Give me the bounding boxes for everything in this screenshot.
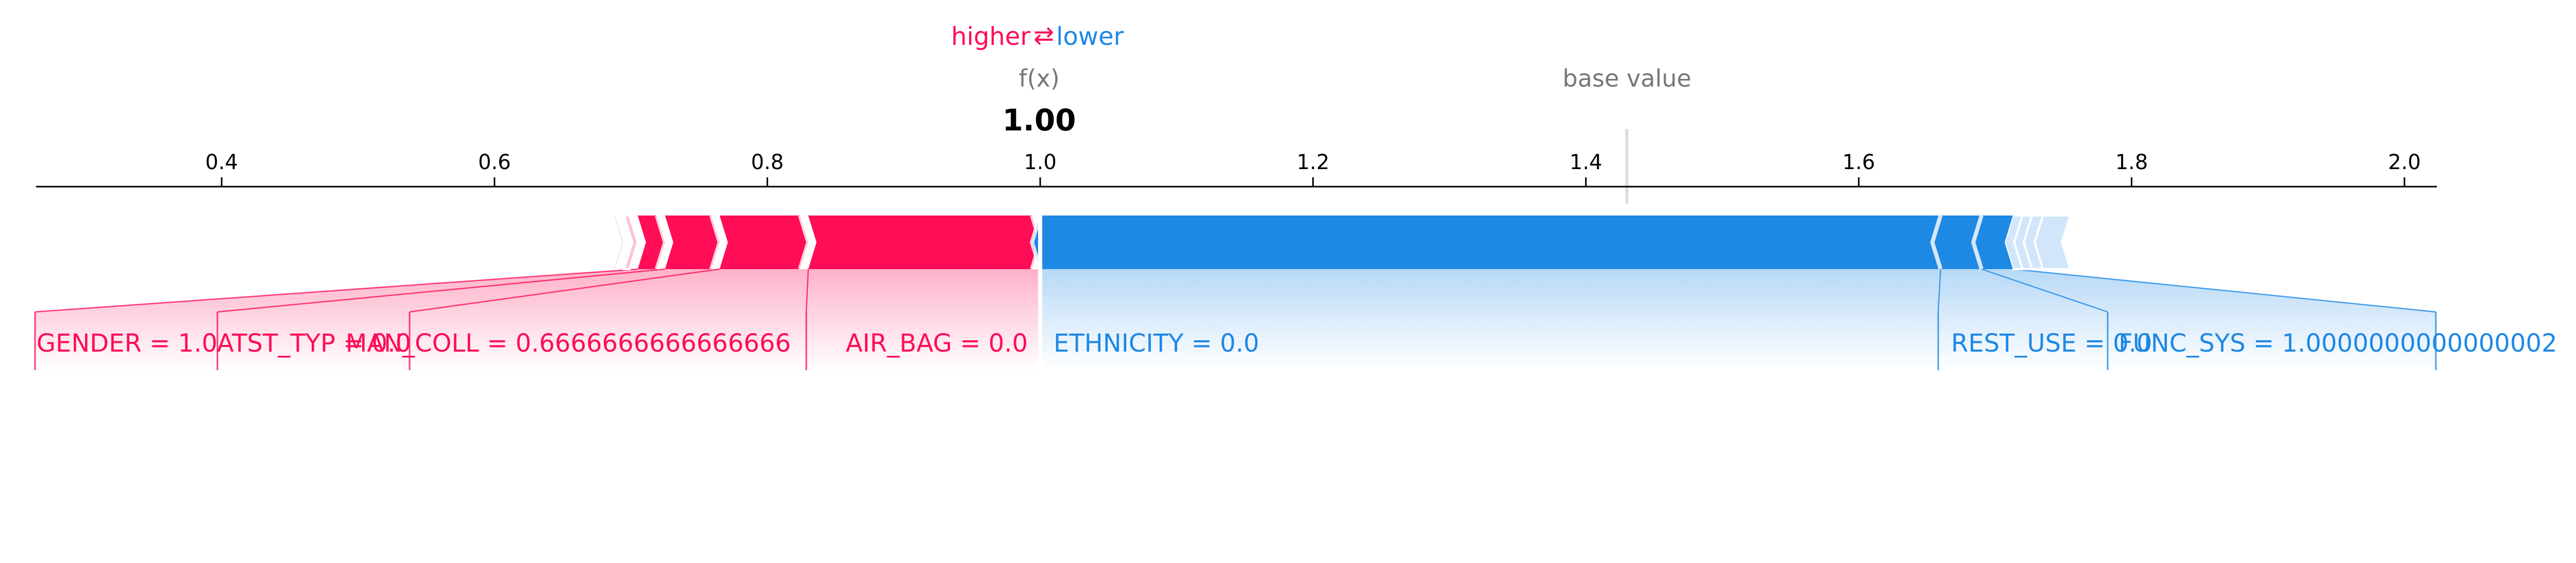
higher-feature-label: ATST_TYP = 0.0: [217, 329, 411, 358]
x-tick-label: 1.2: [1297, 151, 1330, 174]
legend-arrows-icon: ⇄: [1033, 21, 1054, 50]
higher-connector: [217, 268, 665, 313]
x-tick-label: 0.8: [751, 151, 784, 174]
lower-feature-label: REST_USE = 0.0: [1951, 329, 2152, 358]
base-value-label: base value: [1563, 64, 1691, 92]
x-axis-ticks: 0.4 0.6 0.8 1.0 1.2 1.4 1.6 1.8 2.0: [205, 151, 2421, 187]
higher-chevron: [654, 214, 667, 270]
higher-chevron: [798, 214, 811, 270]
feature-labels: AIR_BAG = 0.0 MAN_COLL = 0.66666666666666…: [37, 329, 2557, 358]
force-bars: [592, 201, 2072, 372]
x-tick-label: 0.4: [205, 151, 238, 174]
higher-feature-label: AIR_BAG = 0.0: [845, 329, 1028, 358]
higher-feature-label: MAN_COLL = 0.6666666666666666: [346, 329, 791, 358]
higher-force-bar: [665, 216, 720, 269]
legend-lower: lower: [1056, 22, 1124, 51]
minor-higher-bar: [612, 214, 625, 270]
lower-label-fill: [1938, 269, 2108, 370]
x-tick-label: 1.4: [1569, 151, 1602, 174]
lower-chevron: [1930, 214, 1943, 270]
x-tick-label: 1.8: [2115, 151, 2148, 174]
x-tick-label: 2.0: [2388, 151, 2421, 174]
lower-force-bar: [1973, 216, 2013, 269]
higher-label-fill: [806, 269, 1040, 370]
higher-force-bar: [719, 216, 808, 269]
higher-force-bar: [637, 216, 665, 269]
x-tick-label: 1.6: [1842, 151, 1875, 174]
lower-label-fill: [1981, 269, 2436, 370]
legend-higher: higher: [951, 22, 1030, 51]
lower-chevron: [1029, 214, 1042, 270]
minor-lower-bar: [2033, 214, 2072, 270]
higher-connector: [805, 269, 809, 312]
minor-higher-bar: [592, 214, 605, 270]
higher-label-fill: [410, 269, 808, 370]
lower-connector: [1981, 268, 2108, 313]
lower-label-fill: [1040, 269, 1941, 370]
lower-connector: [1937, 269, 1941, 312]
higher-force-bar: [808, 216, 1040, 269]
lower-chevron: [1971, 214, 1984, 270]
fx-value: 1.00: [1002, 103, 1076, 138]
lower-force-bar: [1032, 216, 1941, 269]
lower-feature-label: FUNC_SYS = 1.0000000000000002: [2119, 329, 2557, 358]
label-backgrounds: [35, 269, 2436, 370]
lower-feature-label: ETHNICITY = 0.0: [1054, 329, 1259, 358]
minor-higher-bar: [602, 214, 615, 270]
x-tick-label: 0.6: [478, 151, 511, 174]
higher-label-fill: [217, 269, 720, 370]
higher-connector: [409, 268, 720, 313]
label-connectors: [34, 268, 2437, 370]
lower-connector: [2012, 268, 2436, 313]
x-tick-label: 1.0: [1024, 151, 1057, 174]
higher-chevron: [709, 214, 722, 270]
lower-force-bar: [1932, 216, 1982, 269]
minor-higher-bar: [622, 214, 639, 270]
higher-connector: [35, 268, 638, 313]
higher-label-fill: [35, 269, 665, 370]
fx-label: f(x): [1019, 64, 1059, 92]
higher-feature-label: GENDER = 1.0: [37, 329, 217, 358]
